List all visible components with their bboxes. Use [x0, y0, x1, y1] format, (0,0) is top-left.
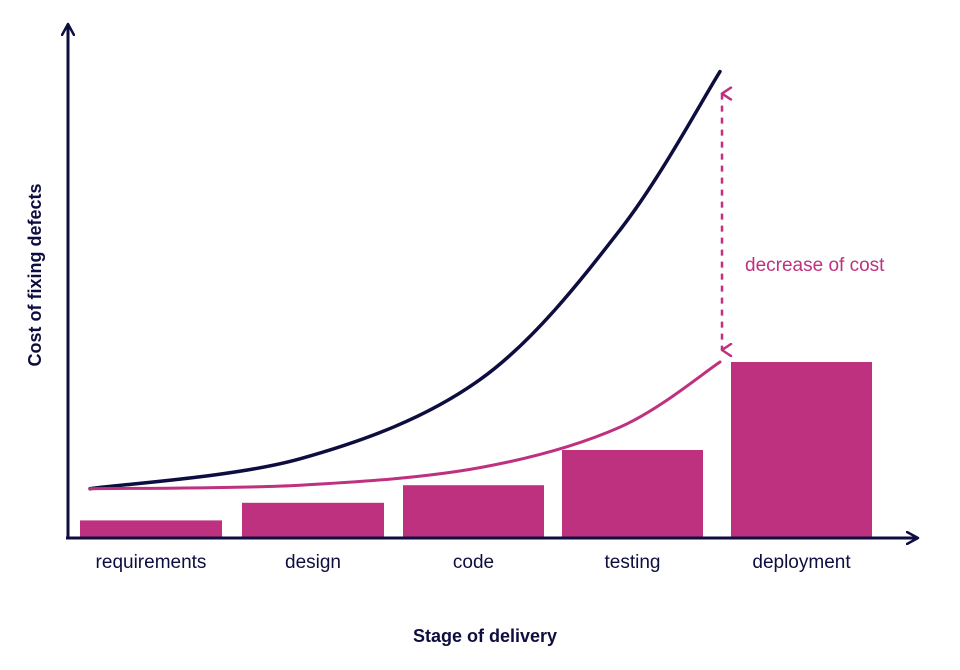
x-tick-label-deployment: deployment [752, 552, 851, 573]
x-tick-label-requirements: requirements [96, 552, 207, 573]
upper-cost-curve [88, 69, 722, 491]
bars [80, 362, 872, 538]
x-tick-label-code: code [453, 552, 494, 573]
x-tick-label-design: design [285, 552, 341, 573]
bar-code [403, 485, 544, 538]
bar-design [242, 502, 384, 538]
decrease-label: decrease of cost [745, 255, 885, 276]
lower-cost-curve [88, 360, 722, 491]
y-axis-title: Cost of fixing defects [25, 183, 45, 366]
bar-requirements [80, 520, 222, 538]
curves [88, 69, 722, 491]
x-tick-labels: requirements design code testing deployment [96, 552, 852, 573]
decrease-annotation: decrease of cost [720, 94, 885, 350]
x-axis-title: Stage of delivery [413, 626, 557, 646]
bar-deployment [731, 362, 872, 538]
bar-testing [562, 450, 703, 538]
x-tick-label-testing: testing [605, 552, 661, 573]
